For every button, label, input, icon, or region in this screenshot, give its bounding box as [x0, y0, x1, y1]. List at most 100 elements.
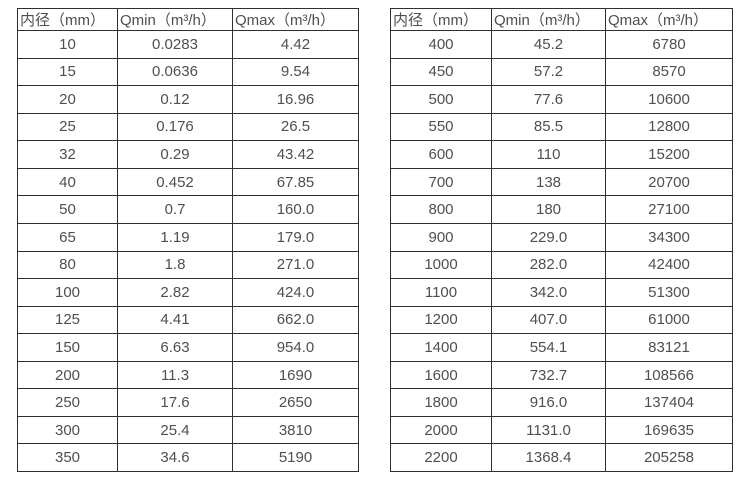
table-cell: 137404: [605, 388, 733, 417]
table-cell: 1200: [390, 305, 492, 335]
table-cell: 138: [491, 167, 606, 197]
table-cell: 26.5: [232, 112, 359, 142]
table-cell: 125: [17, 305, 118, 335]
table-row: 150 6.63 954.0: [17, 333, 359, 362]
table-row: 20 0.12 16.96: [17, 85, 359, 114]
table-cell: 43.42: [232, 140, 359, 169]
table-cell: 700: [390, 167, 492, 197]
table-row: 80 1.8 271.0: [17, 250, 359, 280]
table-cell: 65: [17, 222, 118, 252]
table-cell: 1600: [390, 360, 492, 390]
table-cell: 4.42: [232, 30, 359, 59]
table-cell: 169635: [605, 415, 733, 445]
table-row: 500 77.6 10600: [390, 85, 733, 114]
table-cell: 50: [17, 195, 118, 224]
table-cell: 83121: [605, 333, 733, 362]
table-cell: 10: [17, 30, 118, 59]
table-cell: 1.19: [117, 222, 233, 252]
table-cell: 110: [491, 140, 606, 169]
table-cell: 2650: [232, 388, 359, 417]
table-cell: 67.85: [232, 167, 359, 197]
table-cell: 12800: [605, 112, 733, 142]
table-cell: 342.0: [491, 278, 606, 307]
table-cell: 77.6: [491, 85, 606, 114]
table-row: 1000 282.0 42400: [390, 250, 733, 280]
table-row: 550 85.5 12800: [390, 112, 733, 142]
table-cell: 0.176: [117, 112, 233, 142]
table-cell: 40: [17, 167, 118, 197]
table-row: 10 0.0283 4.42: [17, 30, 359, 59]
table-cell: 800: [390, 195, 492, 224]
table-row: 15 0.0636 9.54: [17, 57, 359, 87]
table-cell: 400: [390, 30, 492, 59]
table-cell: 2200: [390, 443, 492, 472]
table-row: 1600 732.7 108566: [390, 360, 733, 390]
table-row: 1100 342.0 51300: [390, 278, 733, 307]
table-cell: 1690: [232, 360, 359, 390]
table-cell: 15200: [605, 140, 733, 169]
table-cell: 954.0: [232, 333, 359, 362]
table-cell: 0.452: [117, 167, 233, 197]
table-cell: 2000: [390, 415, 492, 445]
table-row: 2200 1368.4 205258: [390, 443, 733, 472]
header-row: 内径（mm） Qmin（m³/h） Qmax（m³/h）: [390, 8, 733, 31]
table-cell: 550: [390, 112, 492, 142]
table-cell: 45.2: [491, 30, 606, 59]
table-cell: 350: [17, 443, 118, 472]
table-cell: 2.82: [117, 278, 233, 307]
table-cell: 554.1: [491, 333, 606, 362]
table-cell: 6780: [605, 30, 733, 59]
flow-table-large-diameters: 内径（mm） Qmin（m³/h） Qmax（m³/h） 400 45.2 6780 450…: [390, 8, 733, 472]
table-cell: 424.0: [232, 278, 359, 307]
header-cell: Qmax（m³/h）: [232, 8, 359, 31]
table-cell: 20700: [605, 167, 733, 197]
table-row: 1200 407.0 61000: [390, 305, 733, 335]
table-cell: 900: [390, 222, 492, 252]
table-cell: 916.0: [491, 388, 606, 417]
table-cell: 500: [390, 85, 492, 114]
table-cell: 61000: [605, 305, 733, 335]
header-cell: Qmax（m³/h）: [605, 8, 733, 31]
table-cell: 9.54: [232, 57, 359, 87]
header-cell: 内径（mm）: [17, 8, 118, 31]
table-cell: 600: [390, 140, 492, 169]
table-cell: 6.63: [117, 333, 233, 362]
table-cell: 229.0: [491, 222, 606, 252]
table-row: 40 0.452 67.85: [17, 167, 359, 197]
table-cell: 271.0: [232, 250, 359, 280]
flow-table-small-diameters: 内径（mm） Qmin（m³/h） Qmax（m³/h） 10 0.0283 4.42 15…: [17, 8, 359, 472]
table-cell: 80: [17, 250, 118, 280]
table-row: 1800 916.0 137404: [390, 388, 733, 417]
table-row: 800 180 27100: [390, 195, 733, 224]
table-cell: 200: [17, 360, 118, 390]
table-row: 700 138 20700: [390, 167, 733, 197]
table-cell: 25: [17, 112, 118, 142]
table-row: 450 57.2 8570: [390, 57, 733, 87]
table-cell: 1100: [390, 278, 492, 307]
table-cell: 108566: [605, 360, 733, 390]
table-cell: 16.96: [232, 85, 359, 114]
table-row: 400 45.2 6780: [390, 30, 733, 59]
table-row: 600 110 15200: [390, 140, 733, 169]
table-cell: 4.41: [117, 305, 233, 335]
table-cell: 0.7: [117, 195, 233, 224]
table-cell: 25.4: [117, 415, 233, 445]
table-cell: 160.0: [232, 195, 359, 224]
table-cell: 27100: [605, 195, 733, 224]
table-row: 32 0.29 43.42: [17, 140, 359, 169]
table-cell: 17.6: [117, 388, 233, 417]
table-cell: 150: [17, 333, 118, 362]
table-cell: 10600: [605, 85, 733, 114]
table-row: 2000 1131.0 169635: [390, 415, 733, 445]
table-cell: 1000: [390, 250, 492, 280]
table-row: 1400 554.1 83121: [390, 333, 733, 362]
table-row: 125 4.41 662.0: [17, 305, 359, 335]
header-row: 内径（mm） Qmin（m³/h） Qmax（m³/h）: [17, 8, 359, 31]
table-cell: 8570: [605, 57, 733, 87]
tables-container: 内径（mm） Qmin（m³/h） Qmax（m³/h） 10 0.0283 4.42 15…: [17, 8, 733, 472]
table-cell: 0.0283: [117, 30, 233, 59]
table-row: 350 34.6 5190: [17, 443, 359, 472]
table-cell: 407.0: [491, 305, 606, 335]
table-row: 100 2.82 424.0: [17, 278, 359, 307]
table-cell: 34300: [605, 222, 733, 252]
